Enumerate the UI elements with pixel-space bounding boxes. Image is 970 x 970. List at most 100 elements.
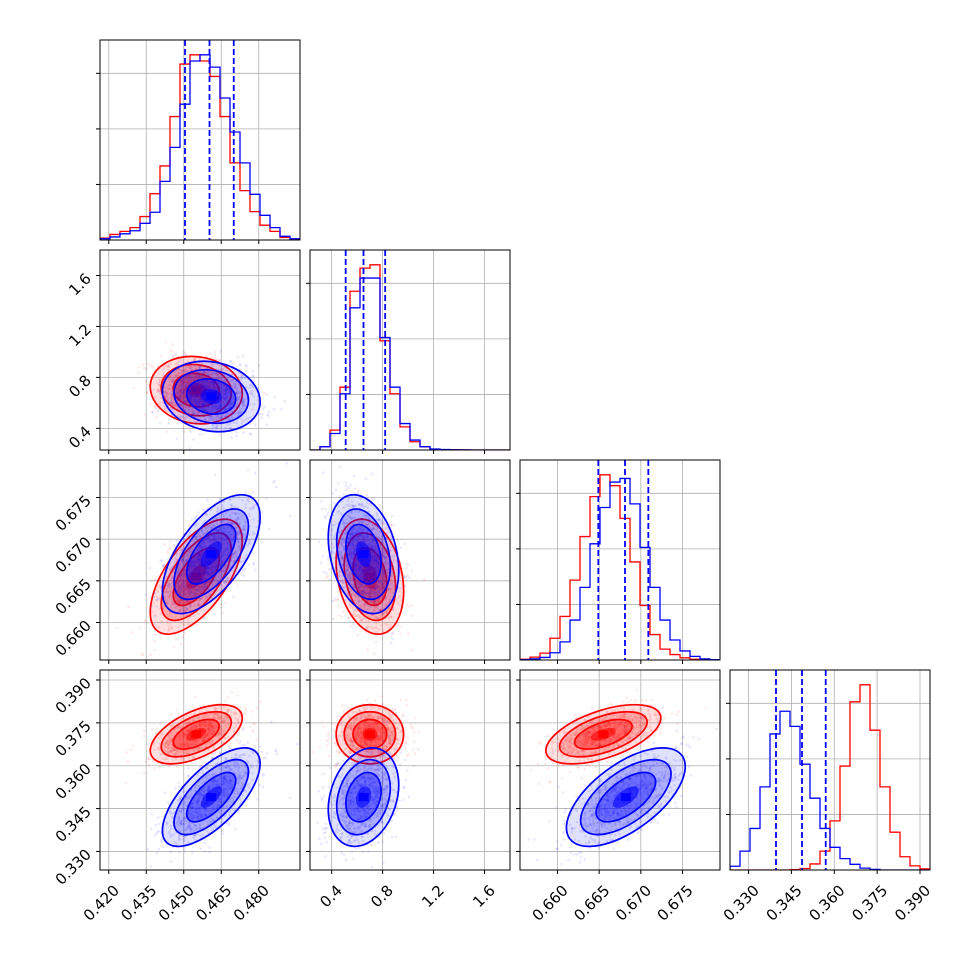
scatter-point <box>165 591 169 594</box>
scatter-point <box>197 371 200 375</box>
scatter-point <box>163 407 166 411</box>
scatter-point <box>179 404 183 407</box>
scatter-point <box>219 350 222 353</box>
scatter-point <box>224 393 227 397</box>
scatter-point <box>201 403 205 407</box>
scatter-point <box>212 537 216 541</box>
scatter-point <box>150 410 154 414</box>
scatter-point <box>138 627 142 630</box>
scatter-point <box>177 363 180 367</box>
scatter-point <box>205 371 208 374</box>
scatter-point <box>228 405 232 409</box>
scatter-point <box>177 606 181 609</box>
scatter-point <box>267 527 271 531</box>
scatter-point <box>331 492 334 495</box>
scatter-point <box>195 405 199 409</box>
scatter-point <box>180 417 184 420</box>
scatter-point <box>213 372 216 375</box>
scatter-point <box>236 397 239 401</box>
scatter-point <box>247 563 251 567</box>
scatter-point <box>169 606 173 609</box>
scatter-point <box>225 396 228 400</box>
scatter-point <box>182 430 186 433</box>
scatter-point <box>188 418 192 421</box>
scatter-point <box>265 393 269 396</box>
scatter-point <box>174 362 178 365</box>
scatter-point <box>221 394 225 398</box>
scatter-point <box>321 554 325 558</box>
scatter-point <box>156 389 159 393</box>
scatter-point <box>224 414 228 418</box>
scatter-point <box>224 404 227 408</box>
scatter-point <box>140 652 144 656</box>
scatter-point <box>179 599 183 602</box>
scatter-point <box>399 633 402 636</box>
scatter-point <box>200 401 204 404</box>
scatter-point <box>192 373 195 377</box>
scatter-point <box>236 405 239 409</box>
scatter-point <box>203 407 206 411</box>
scatter-point <box>171 392 174 395</box>
scatter-point <box>198 357 202 361</box>
scatter-point <box>242 403 246 407</box>
scatter-point <box>216 372 219 375</box>
scatter-point <box>183 417 187 420</box>
scatter-point <box>211 380 214 383</box>
scatter-point <box>207 373 211 377</box>
scatter-point <box>166 600 170 604</box>
scatter-point <box>185 374 189 378</box>
scatter-point <box>238 410 242 413</box>
scatter-point <box>203 609 206 612</box>
scatter-point <box>197 511 200 514</box>
scatter-point <box>211 382 215 385</box>
scatter-point <box>167 365 170 368</box>
scatter-point <box>195 623 198 626</box>
scatter-point <box>178 395 182 399</box>
scatter-point <box>198 403 201 406</box>
scatter-point <box>239 407 242 411</box>
scatter-point <box>169 383 172 387</box>
scatter-point <box>236 411 240 415</box>
scatter-point <box>174 606 178 610</box>
scatter-point <box>157 389 160 392</box>
scatter-point <box>210 406 214 410</box>
scatter-point <box>211 362 215 366</box>
scatter-point <box>169 388 172 391</box>
scatter-point <box>210 365 213 368</box>
scatter-point <box>187 376 191 379</box>
scatter-point <box>226 402 229 406</box>
scatter-point <box>196 373 199 377</box>
scatter-point <box>202 409 205 412</box>
scatter-point <box>195 421 198 424</box>
scatter-point <box>185 380 189 384</box>
scatter-point <box>172 377 175 381</box>
scatter-point <box>225 390 229 394</box>
scatter-point <box>189 596 193 599</box>
scatter-point <box>222 395 225 399</box>
scatter-point <box>253 423 257 426</box>
scatter-point <box>184 370 187 374</box>
scatter-point <box>373 652 376 656</box>
scatter-point <box>157 387 161 391</box>
scatter-point <box>206 573 209 577</box>
scatter-point <box>189 430 192 434</box>
scatter-point <box>248 432 252 436</box>
scatter-point <box>219 407 222 411</box>
scatter-point <box>253 471 257 475</box>
scatter-point <box>216 416 220 420</box>
scatter-point <box>205 380 209 384</box>
scatter-point <box>222 400 226 404</box>
scatter-point <box>171 350 174 353</box>
scatter-point <box>159 396 162 400</box>
scatter-point <box>190 399 194 403</box>
scatter-point <box>177 609 181 612</box>
scatter-point <box>202 408 206 412</box>
scatter-point <box>224 389 228 392</box>
scatter-point <box>204 403 207 407</box>
scatter-point <box>228 360 232 363</box>
scatter-point <box>241 400 245 404</box>
scatter-point <box>240 417 243 421</box>
scatter-point <box>188 380 191 384</box>
scatter-point <box>215 408 218 412</box>
